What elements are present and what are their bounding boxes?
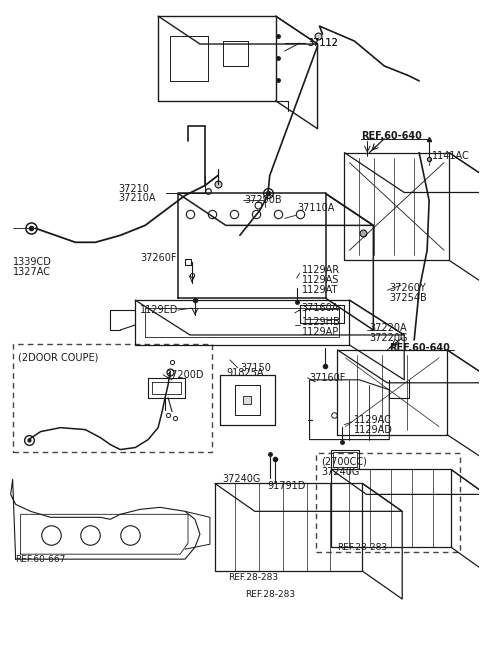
Text: 1141AC: 1141AC — [432, 151, 470, 160]
Text: 1129HB: 1129HB — [301, 317, 340, 327]
Text: 37112: 37112 — [308, 38, 338, 48]
Text: 37220G: 37220G — [369, 333, 408, 343]
Text: REF.60-640: REF.60-640 — [389, 343, 450, 353]
Text: 91791D: 91791D — [268, 481, 306, 491]
Text: 1339CD: 1339CD — [12, 257, 51, 267]
Text: 37254B: 37254B — [389, 293, 427, 303]
Text: 37220A: 37220A — [369, 323, 407, 333]
Text: 37260F: 37260F — [140, 253, 177, 263]
Text: REF.28-283: REF.28-283 — [228, 572, 278, 582]
Text: 37150: 37150 — [240, 363, 271, 373]
Text: 1129ED: 1129ED — [140, 305, 179, 315]
Text: 37260Y: 37260Y — [389, 283, 426, 293]
Text: 37112: 37112 — [308, 38, 338, 48]
Text: 37240G: 37240G — [222, 474, 260, 485]
Text: 37160A: 37160A — [301, 303, 339, 313]
Text: REF.28-283: REF.28-283 — [337, 543, 387, 552]
Text: 37210A: 37210A — [118, 193, 156, 204]
Text: (2DOOR COUPE): (2DOOR COUPE) — [18, 353, 98, 363]
Text: 1129AT: 1129AT — [301, 285, 338, 295]
Text: 1129AP: 1129AP — [301, 327, 339, 337]
Text: REF.60-667: REF.60-667 — [15, 555, 65, 564]
Text: REF.60-640: REF.60-640 — [361, 131, 422, 141]
Text: 1129AS: 1129AS — [301, 275, 339, 285]
Text: 37290B: 37290B — [245, 195, 282, 206]
Text: 91825A: 91825A — [227, 368, 264, 378]
Text: 37240G: 37240G — [322, 468, 360, 477]
Text: 1327AC: 1327AC — [12, 267, 51, 277]
Text: 1129AD: 1129AD — [354, 424, 393, 435]
Text: 37200D: 37200D — [165, 370, 204, 380]
Text: 1129AC: 1129AC — [354, 415, 392, 424]
Text: 37110A: 37110A — [298, 204, 335, 214]
Text: 1129AR: 1129AR — [301, 265, 340, 275]
Text: 37210: 37210 — [118, 183, 149, 193]
Text: 37160F: 37160F — [310, 373, 346, 383]
Text: (2700CC): (2700CC) — [322, 457, 367, 466]
Text: REF.28-283: REF.28-283 — [245, 590, 295, 599]
